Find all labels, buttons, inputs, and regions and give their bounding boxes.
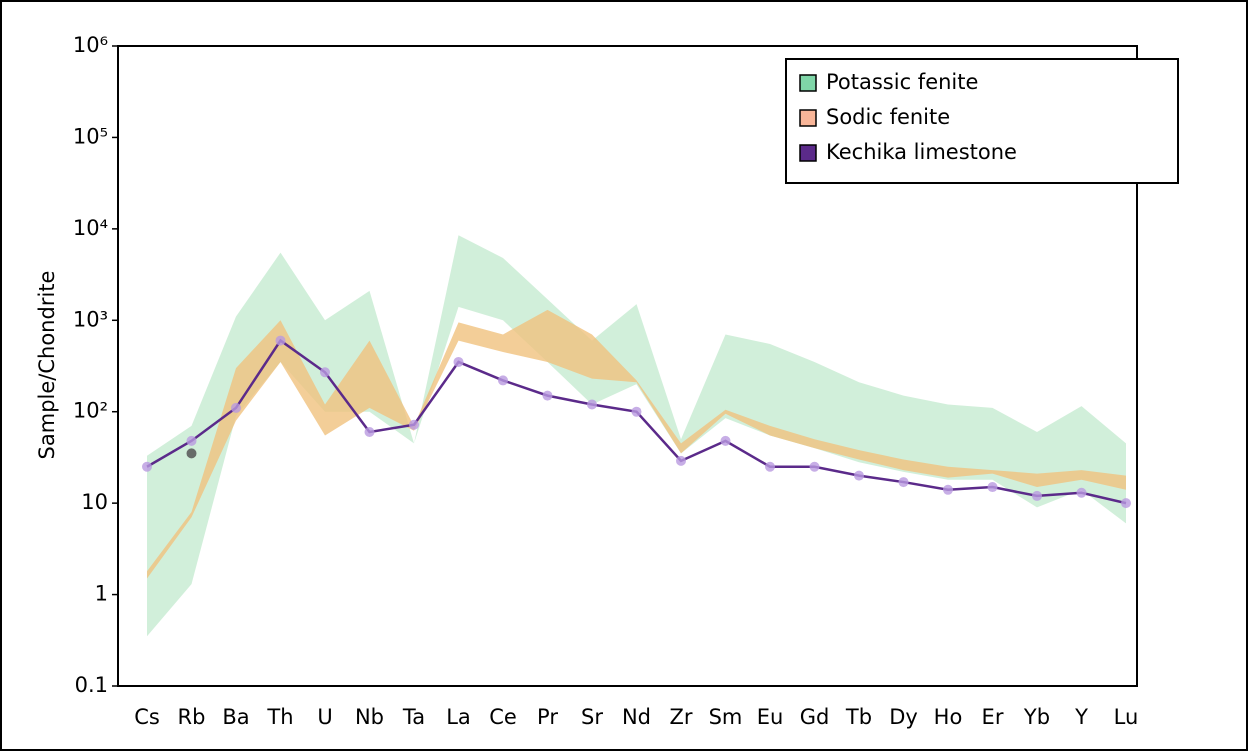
point (765, 461, 775, 472)
y-tick-label: 10⁵ (73, 124, 108, 148)
y-tick-label: 10 (81, 490, 108, 514)
x-tick-label: Sm (709, 705, 743, 729)
x-tick-label: Yb (1023, 705, 1050, 729)
point (409, 419, 419, 430)
x-tick-label: Nd (622, 705, 651, 729)
x-tick-label: Nb (355, 705, 384, 729)
y-tick-label: 10⁴ (73, 216, 108, 240)
x-tick-label: Gd (800, 705, 830, 729)
point (987, 482, 998, 493)
point (364, 426, 375, 437)
y-tick-label: 0.1 (75, 673, 108, 697)
point (1076, 487, 1087, 498)
y-tick-label: 10³ (73, 307, 108, 331)
x-tick-label: U (317, 705, 332, 729)
y-tick-label: 10² (73, 399, 108, 423)
point (676, 455, 686, 466)
point (186, 435, 197, 446)
x-tick-label: Eu (757, 705, 784, 729)
y-tick-label: 10⁶ (73, 33, 108, 57)
legend-label: Potassic fenite (826, 70, 978, 94)
x-tick-label: Sr (581, 705, 603, 729)
legend-swatch (799, 109, 817, 127)
marker (186, 448, 197, 459)
point (720, 435, 731, 446)
legend (785, 58, 1179, 184)
plot-frame (117, 45, 1138, 687)
x-tick-label: Ce (489, 705, 517, 729)
x-tick-label: Th (266, 705, 293, 729)
point (453, 356, 464, 367)
point (587, 399, 597, 410)
point (809, 461, 820, 472)
legend-label: Kechika limestone (826, 140, 1017, 164)
x-tick-label: Lu (1114, 705, 1139, 729)
x-tick-label: Y (1074, 705, 1088, 729)
legend-swatch (799, 74, 817, 92)
point (898, 477, 909, 488)
band (147, 235, 1126, 637)
x-tick-label: Ba (222, 705, 249, 729)
point (631, 406, 642, 417)
x-tick-label: Dy (889, 705, 918, 729)
point (854, 470, 864, 481)
point (542, 390, 553, 401)
legend-label: Sodic fenite (826, 105, 950, 129)
x-tick-label: Ho (934, 705, 963, 729)
y-axis-label: Sample/Chondrite (35, 271, 59, 460)
x-tick-label: La (446, 705, 471, 729)
y-tick-label: 1 (95, 582, 108, 606)
x-tick-label: Er (982, 705, 1004, 729)
x-tick-label: Ta (402, 705, 425, 729)
legend-swatch (799, 144, 817, 162)
point (1121, 498, 1131, 509)
x-tick-label: Tb (845, 705, 872, 729)
point (943, 484, 953, 495)
point (275, 335, 286, 346)
x-tick-label: Rb (178, 705, 206, 729)
point (1032, 490, 1042, 501)
point (498, 375, 508, 386)
x-tick-label: Pr (537, 705, 558, 729)
point (142, 461, 152, 472)
x-tick-label: Zr (669, 705, 692, 729)
x-tick-label: Cs (134, 705, 160, 729)
point (231, 402, 241, 413)
point (320, 367, 330, 378)
